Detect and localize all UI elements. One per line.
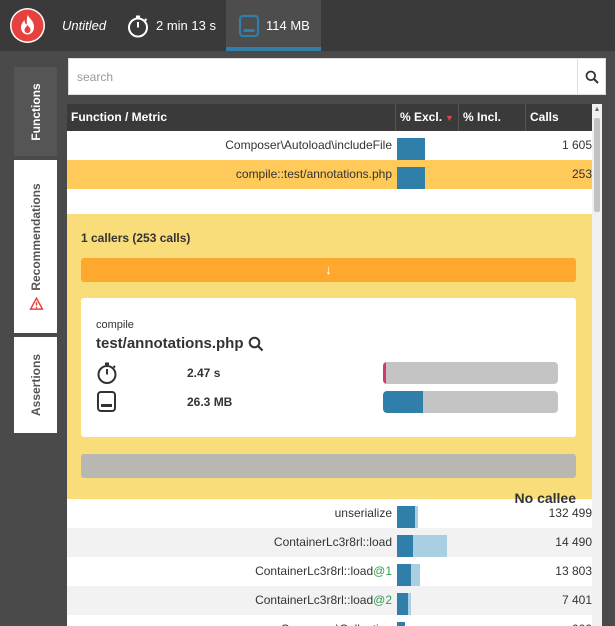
wall-time-metric[interactable]: 2 min 13 s [126, 0, 216, 51]
tab-recommendations[interactable]: Recommendations [14, 160, 57, 333]
column-header-calls[interactable]: Calls [530, 110, 559, 124]
search-input[interactable] [69, 59, 577, 94]
caller-memory-value: 26.3 MB [187, 395, 233, 409]
table-header: Function / Metric % Excl. ▼ % Incl. Calls [67, 104, 602, 131]
function-detail-panel: 1 callers (253 calls) ↓ compile test/ann… [67, 214, 592, 506]
functions-table: Function / Metric % Excl. ▼ % Incl. Calls… [67, 104, 602, 626]
table-row[interactable]: compile::test/annotations.php 253 [67, 160, 602, 189]
search-button[interactable] [577, 59, 605, 94]
tab-recommendations-label: Recommendations [28, 182, 43, 291]
table-row[interactable]: Composer\Autoload\includeFile 1 605 [67, 131, 602, 160]
table-row[interactable]: ContainerLc3r8rl::load@1 13 803 [67, 557, 602, 586]
no-callee-label: No callee [514, 490, 576, 506]
table-row[interactable]: ContainerLc3r8rl::load@2 7 401 [67, 586, 602, 615]
function-suffix: @1 [373, 564, 392, 578]
calls-count: 000 [572, 615, 592, 626]
callers-title: 1 callers (253 calls) [81, 231, 191, 245]
app-logo[interactable] [10, 8, 45, 43]
table-row[interactable]: Composer\Collection 000 [67, 615, 602, 626]
function-name[interactable]: ContainerLc3r8rl::load [273, 535, 392, 549]
sort-desc-icon: ▼ [445, 113, 454, 123]
calls-count: 13 803 [555, 564, 592, 578]
column-header-function[interactable]: Function / Metric [67, 104, 396, 131]
function-name[interactable]: ContainerLc3r8rl::load@2 [255, 593, 392, 607]
calls-count: 14 490 [555, 535, 592, 549]
table-row[interactable]: ContainerLc3r8rl::load 14 490 [67, 528, 602, 557]
function-name[interactable]: unserialize [334, 506, 392, 520]
memory-value: 114 MB [266, 18, 310, 33]
callers-expand-button[interactable]: ↓ [81, 258, 576, 282]
top-bar: Untitled 2 min 13 s 114 MB [0, 0, 615, 51]
calls-count: 1 605 [561, 138, 592, 152]
excl-bar [397, 564, 411, 586]
function-name[interactable]: Composer\Collection [281, 615, 392, 626]
memory-icon [97, 391, 116, 412]
tab-assertions-label: Assertions [28, 353, 43, 417]
caller-card[interactable]: compile test/annotations.php 2. [81, 298, 576, 437]
table-scrollbar[interactable]: ▲ [592, 104, 602, 626]
profile-title: Untitled [62, 18, 107, 33]
memory-metric[interactable]: 114 MB [226, 0, 321, 51]
stopwatch-icon [97, 362, 117, 384]
function-name[interactable]: Composer\Autoload\includeFile [225, 138, 392, 152]
column-header-excl[interactable]: % Excl. ▼ [396, 104, 459, 131]
table-row[interactable]: unserialize 132 499 [67, 499, 602, 528]
stopwatch-icon [128, 15, 148, 37]
excl-bar [397, 622, 405, 626]
search-box [68, 58, 606, 95]
calls-count: 253 [571, 167, 592, 181]
caller-time-value: 2.47 s [187, 366, 221, 380]
active-metric-indicator [226, 47, 321, 51]
function-name[interactable]: compile::test/annotations.php [235, 167, 392, 181]
excl-bar [397, 593, 408, 615]
search-icon [585, 70, 599, 84]
excl-bar [397, 138, 425, 160]
scroll-up-icon[interactable]: ▲ [593, 106, 601, 113]
scrollbar-thumb[interactable] [594, 118, 600, 212]
caller-memory-bar [383, 391, 558, 413]
flame-icon [11, 9, 44, 42]
function-suffix: @2 [373, 593, 392, 607]
excl-bar [397, 167, 425, 189]
caller-time-row: 2.47 s [96, 361, 561, 385]
caller-memory-row: 26.3 MB [96, 390, 561, 414]
column-header-incl[interactable]: % Incl. [459, 104, 526, 131]
wall-time-value: 2 min 13 s [156, 18, 216, 33]
memory-icon [238, 14, 260, 37]
excl-bar [397, 506, 415, 528]
caller-function-name[interactable]: test/annotations.php [96, 335, 264, 352]
warning-triangle-icon [28, 296, 43, 310]
callee-bar [81, 454, 576, 478]
main-panel: Function / Metric % Excl.▼ % Incl. Calls… [57, 51, 615, 626]
search-icon[interactable] [248, 336, 264, 352]
calls-count: 7 401 [561, 593, 592, 607]
calls-count: 132 499 [548, 506, 592, 520]
tab-functions[interactable]: Functions [14, 67, 57, 156]
excl-bar [397, 535, 413, 557]
tab-assertions[interactable]: Assertions [14, 337, 57, 433]
caller-namespace: compile [96, 319, 134, 331]
function-name[interactable]: ContainerLc3r8rl::load@1 [255, 564, 392, 578]
caller-time-bar [383, 362, 558, 384]
tab-functions-label: Functions [28, 82, 43, 141]
